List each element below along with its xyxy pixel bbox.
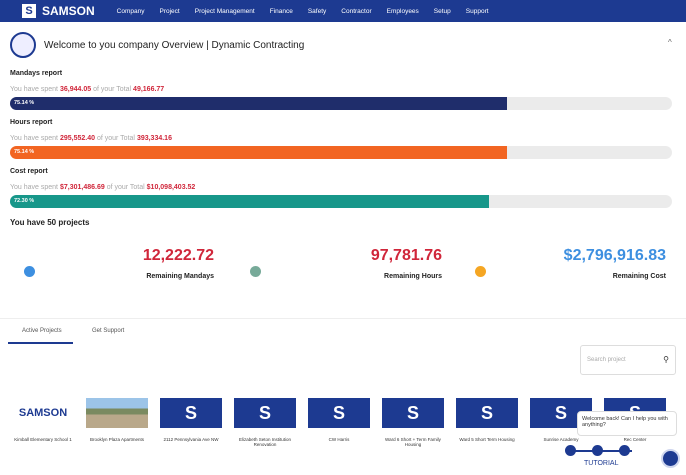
stat-value: 12,222.72 bbox=[142, 247, 214, 264]
nav-item[interactable]: Employees bbox=[386, 7, 419, 15]
tab-underline bbox=[8, 342, 73, 344]
search-icon: ⚲ bbox=[663, 355, 669, 364]
stat-label: Remaining Mandays bbox=[146, 273, 214, 280]
progress-track: 75.14 % bbox=[10, 97, 672, 110]
progress-track: 75.14 % bbox=[10, 146, 672, 159]
total-value: $10,098,403.52 bbox=[146, 184, 196, 191]
chat-button[interactable] bbox=[661, 449, 680, 468]
nav-item[interactable]: Contractor bbox=[341, 7, 372, 15]
report-spent: You have spent 36,944.05 of your Total 4… bbox=[10, 86, 164, 93]
stat-value: 97,781.76 bbox=[370, 247, 442, 264]
overview-title: Welcome to you company Overview | Dynami… bbox=[44, 40, 305, 51]
stat-label: Remaining Hours bbox=[384, 273, 442, 280]
project-name[interactable]: Sunrise Academy bbox=[543, 437, 579, 442]
nav-item[interactable]: Company bbox=[116, 7, 145, 15]
text: of your Total bbox=[93, 86, 132, 93]
tab[interactable]: Get Support bbox=[92, 328, 125, 334]
progress-fill: 75.14 % bbox=[10, 146, 508, 159]
progress-fill: 75.14 % bbox=[10, 97, 508, 110]
project-name[interactable]: Rec Center bbox=[623, 437, 647, 442]
nav-item[interactable]: Project bbox=[159, 7, 180, 15]
tutorial-label[interactable]: TUTORIAL bbox=[584, 460, 619, 467]
total-value: 49,166.77 bbox=[133, 86, 165, 93]
project-logo[interactable]: SAMSON bbox=[12, 398, 74, 428]
project-name[interactable]: Brooklyn Plaza Apartments bbox=[89, 437, 145, 442]
project-tile[interactable]: S bbox=[234, 398, 296, 428]
nav-items: Company Project Project Management Finance S… bbox=[117, 8, 504, 15]
logo[interactable]: S bbox=[22, 4, 36, 18]
text: You have spent bbox=[10, 86, 59, 93]
projects-count: You have 50 projects bbox=[10, 218, 90, 227]
spent-value: $7,301,486.69 bbox=[59, 184, 105, 191]
stat-icon bbox=[24, 266, 35, 277]
nav-bar: S SAMSON Company Project Project Managemen… bbox=[0, 0, 686, 22]
tutorial-step[interactable] bbox=[592, 445, 603, 456]
spent-value: 295,552.40 bbox=[59, 135, 96, 142]
project-name[interactable]: Ward 6 Short + Term Family Housing bbox=[385, 437, 441, 447]
project-name[interactable]: 2112 Pennsylvania Ave NW bbox=[163, 437, 219, 442]
report-spent: You have spent $7,301,486.69 of your Tot… bbox=[10, 184, 195, 191]
project-name[interactable]: Elizabeth Seton Institution Renovation bbox=[238, 437, 292, 447]
nav-item[interactable]: Setup bbox=[433, 7, 451, 15]
report-title: Hours report bbox=[10, 119, 53, 126]
nav-item[interactable]: Support bbox=[465, 7, 489, 15]
search-placeholder: Search project bbox=[587, 357, 626, 363]
project-name[interactable]: CW Harris bbox=[328, 437, 350, 442]
nav-item[interactable]: Finance bbox=[269, 7, 293, 15]
text: of your Total bbox=[106, 184, 145, 191]
project-name[interactable]: Ward 5 Short Term Housing bbox=[459, 437, 515, 442]
project-tile[interactable]: S bbox=[160, 398, 222, 428]
project-photo[interactable] bbox=[86, 398, 148, 428]
search-box[interactable]: Search project ⚲ bbox=[580, 345, 676, 375]
total-value: 393,334.16 bbox=[136, 135, 172, 142]
stat-icon bbox=[250, 266, 261, 277]
project-tile[interactable]: S bbox=[382, 398, 444, 428]
tutorial-step[interactable] bbox=[619, 445, 630, 456]
stat-label: Remaining Cost bbox=[612, 273, 666, 280]
text: You have spent bbox=[10, 135, 59, 142]
project-tile[interactable]: S bbox=[456, 398, 518, 428]
divider bbox=[0, 318, 686, 319]
tab[interactable]: Active Projects bbox=[22, 328, 62, 334]
nav-item[interactable]: Project Management bbox=[194, 7, 255, 15]
text: You have spent bbox=[10, 184, 59, 191]
text: of your Total bbox=[96, 135, 135, 142]
progress-fill: 72.30 % bbox=[10, 195, 489, 208]
report-title: Cost report bbox=[10, 168, 48, 175]
report-spent: You have spent 295,552.40 of your Total … bbox=[10, 135, 172, 142]
project-name[interactable]: Kimball Elementary School 1 bbox=[14, 437, 72, 442]
stat-value: $2,796,916.83 bbox=[563, 247, 666, 264]
tutorial-step[interactable] bbox=[565, 445, 576, 456]
report-title: Mandays report bbox=[10, 70, 63, 77]
progress-track: 72.30 % bbox=[10, 195, 672, 208]
collapse[interactable]: ^ bbox=[668, 38, 672, 47]
spent-value: 36,944.05 bbox=[59, 86, 92, 93]
chat-message: Welcome back! Can I help you with anythi… bbox=[577, 411, 677, 436]
brand[interactable]: SAMSON bbox=[42, 4, 95, 18]
nav-item[interactable]: Safety bbox=[307, 7, 327, 15]
project-tile[interactable]: S bbox=[308, 398, 370, 428]
company-icon bbox=[10, 32, 36, 58]
stat-icon bbox=[475, 266, 486, 277]
